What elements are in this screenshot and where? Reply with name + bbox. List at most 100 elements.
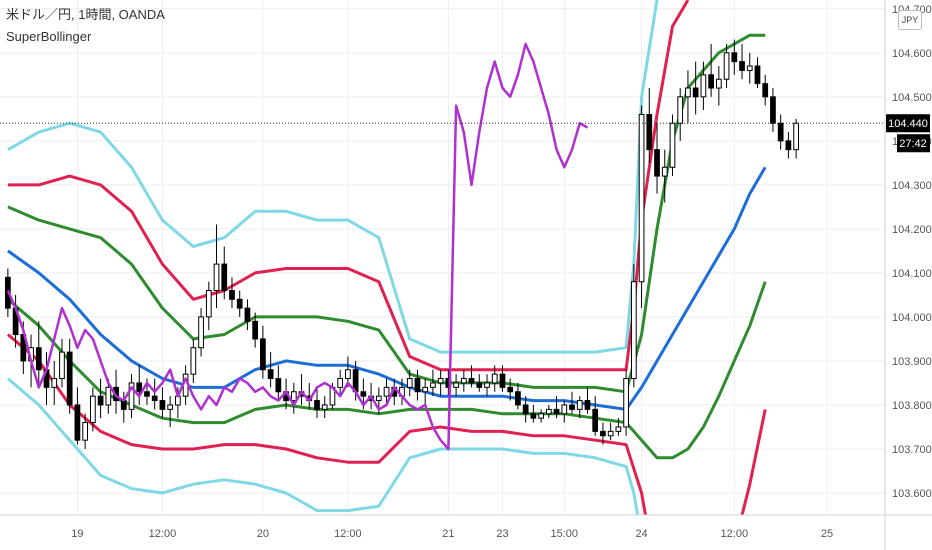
candle xyxy=(128,374,135,419)
candle xyxy=(406,369,413,397)
candle-body xyxy=(221,263,228,292)
candle xyxy=(646,88,653,163)
candle xyxy=(236,290,243,317)
candle-body xyxy=(692,87,699,98)
candle-body xyxy=(453,382,459,388)
candle xyxy=(607,422,614,441)
candle xyxy=(661,149,668,203)
candle xyxy=(592,396,599,436)
countdown-bg xyxy=(897,134,930,153)
candle-body xyxy=(746,65,753,71)
candle-body xyxy=(82,422,89,441)
candle xyxy=(685,70,691,124)
candle xyxy=(422,378,429,405)
candle xyxy=(692,61,699,115)
candle xyxy=(35,321,42,383)
candle xyxy=(190,338,197,383)
candle-body xyxy=(337,378,344,388)
candle-body xyxy=(762,83,769,98)
candle xyxy=(136,365,143,405)
candle-body xyxy=(236,298,243,309)
candle-body xyxy=(754,65,761,85)
candle-body xyxy=(74,404,81,441)
time-tick-label: 23 xyxy=(496,528,508,540)
candle-body xyxy=(205,290,212,318)
price-tick-label: 103.800 xyxy=(892,400,932,412)
candle-body xyxy=(290,391,297,402)
candle xyxy=(561,400,568,423)
price-tag: 104.440 27:42 xyxy=(886,114,930,153)
candle-body xyxy=(615,426,622,432)
candle-body xyxy=(460,378,467,384)
candle-body xyxy=(623,378,629,428)
candle-body xyxy=(267,369,274,380)
chart-legend: 米ドル／円, 1時間, OANDA SuperBollinger xyxy=(6,4,165,48)
candle xyxy=(97,378,104,419)
candle xyxy=(777,114,784,150)
price-tick-label: 104.600 xyxy=(892,48,932,60)
candle xyxy=(468,365,475,388)
candle-body xyxy=(584,400,591,410)
time-tick-label: 19 xyxy=(71,528,83,540)
candle xyxy=(221,246,228,300)
candle-body xyxy=(561,404,568,415)
candle xyxy=(522,396,529,423)
candle-body xyxy=(252,320,259,340)
candle xyxy=(290,382,297,414)
candle-body xyxy=(468,378,475,384)
price-tick-label: 104.300 xyxy=(892,180,932,192)
candle-body xyxy=(35,347,42,371)
candle xyxy=(430,369,436,397)
candle xyxy=(623,369,629,436)
candle xyxy=(545,404,552,419)
candle xyxy=(754,57,761,89)
candle xyxy=(383,378,390,405)
price-tag-bg xyxy=(886,114,930,133)
candle xyxy=(82,413,89,449)
candle-body xyxy=(175,395,181,406)
candle-body xyxy=(159,400,166,410)
candle-body xyxy=(198,316,204,349)
candle-body xyxy=(530,413,537,419)
symbol-title: 米ドル／円, 1時間, OANDA xyxy=(6,7,165,22)
candle xyxy=(244,299,251,331)
candle xyxy=(600,422,606,445)
candle xyxy=(491,365,498,392)
candle xyxy=(484,374,490,397)
time-axis[interactable]: 19 12:00 20 12:00 21 23 15:00 24 12:00 25 xyxy=(71,528,833,540)
candle-body xyxy=(375,395,382,402)
candle-body xyxy=(406,378,413,388)
candle xyxy=(414,369,421,401)
candle-body xyxy=(229,290,235,300)
candle-body xyxy=(383,386,390,397)
candle-body xyxy=(569,404,575,410)
candle-body xyxy=(708,74,714,89)
grid xyxy=(0,0,885,515)
candle-body xyxy=(685,87,691,98)
indicator-label[interactable]: SuperBollinger xyxy=(6,29,92,44)
candle-body xyxy=(430,382,436,388)
candle xyxy=(785,132,792,159)
band-sigma3-upper xyxy=(7,0,659,354)
candle-body xyxy=(275,378,282,393)
currency-button[interactable]: JPY xyxy=(898,10,922,30)
candle-body xyxy=(576,400,583,410)
candle xyxy=(321,396,328,419)
price-tick-label: 103.900 xyxy=(892,356,932,368)
candle xyxy=(74,387,81,445)
candle xyxy=(260,325,266,379)
candle xyxy=(515,382,521,410)
candle-body xyxy=(700,74,707,98)
candle xyxy=(314,387,320,419)
candle xyxy=(654,123,660,194)
candle-body xyxy=(360,391,367,397)
candle xyxy=(66,338,73,414)
candle-body xyxy=(499,373,506,388)
price-axis[interactable]: 103.600 103.700 103.800 103.900 104.000 104.1… xyxy=(892,4,932,500)
time-tick-label: 24 xyxy=(635,528,647,540)
candle-body xyxy=(545,408,552,415)
candle-body xyxy=(476,382,483,388)
candle-body xyxy=(600,430,606,437)
candle-body xyxy=(793,122,799,151)
